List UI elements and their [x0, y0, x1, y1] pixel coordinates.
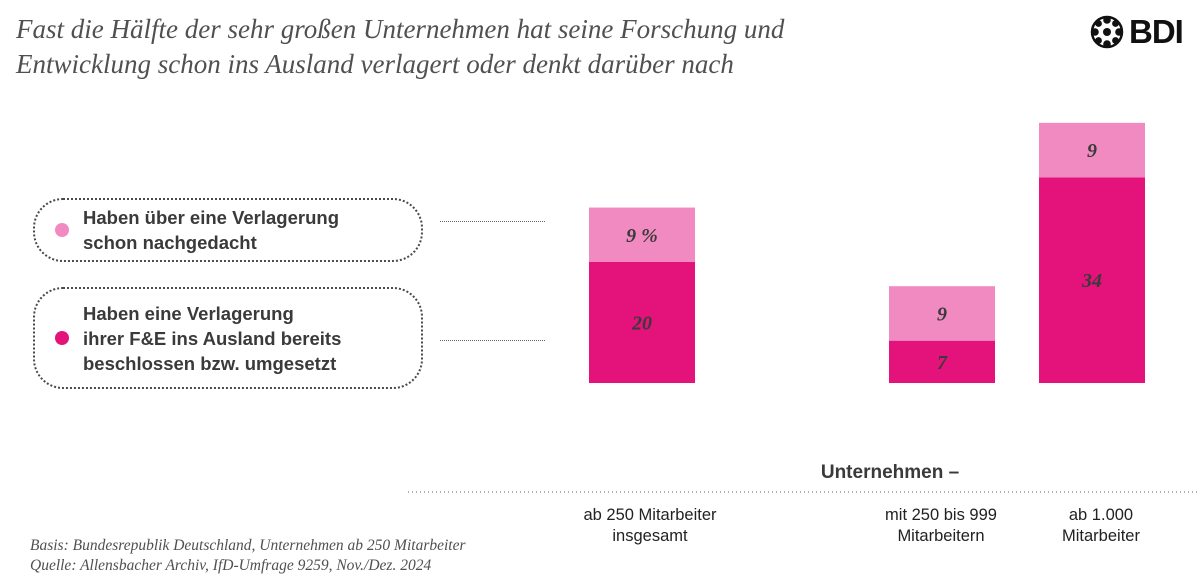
category-label-line: Mitarbeitern [897, 527, 985, 545]
bar-considered-250-999 [889, 286, 995, 341]
title-line-2: Entwicklung schon ins Ausland verlagert … [16, 49, 734, 79]
bar-decided-all [589, 262, 695, 383]
legend-item-considered: Haben über eine Verlagerung schon nachge… [33, 198, 423, 262]
data-label-considered-all: 9 % [626, 225, 658, 247]
legend-item-decided: Haben eine Verlagerung ihrer F&E ins Aus… [33, 287, 423, 389]
legend-swatch-decided [55, 331, 69, 345]
chart-title: Fast die Hälfte der sehr großen Unterneh… [16, 12, 1016, 82]
group-label: Unternehmen – [820, 462, 960, 483]
category-label-line: insgesamt [612, 527, 688, 545]
legend-line: Haben eine Verlagerung [83, 302, 294, 324]
legend-line: ihrer F&E ins Ausland bereits [83, 327, 342, 349]
bar-decided-1000 [1039, 177, 1145, 383]
category-label-1000: ab 1.000 Mitarbeiter [1031, 505, 1171, 547]
category-label-line: ab 1.000 [1068, 506, 1134, 524]
bdi-logo: BDI [1089, 12, 1184, 52]
category-label-line: Mitarbeiter [1062, 527, 1140, 545]
data-label-decided-all: 20 [631, 313, 652, 335]
legend-label-decided: Haben eine Verlagerung ihrer F&E ins Aus… [83, 301, 341, 376]
bar-decided-250-999 [889, 340, 995, 383]
data-label-considered-1000: 9 [1087, 140, 1097, 162]
bdi-emblem-icon [1090, 15, 1124, 49]
data-label-decided-1000: 34 [1081, 270, 1102, 292]
legend-line: Haben über eine Verlagerung [83, 207, 339, 228]
footer-basis: Basis: Bundesrepublik Deutschland, Unter… [30, 537, 466, 554]
data-label-decided-250-999: 7 [937, 352, 948, 374]
bdi-logo-text: BDI [1129, 13, 1184, 50]
category-label-line: ab 250 Mitarbeiter [583, 506, 717, 524]
category-label-line: mit 250 bis 999 [885, 506, 997, 524]
legend-line: schon nachgedacht [83, 232, 257, 253]
leader-line-decided [440, 340, 545, 341]
footer-note: Basis: Bundesrepublik Deutschland, Unter… [30, 536, 466, 576]
leader-line-considered [440, 221, 545, 222]
footer-source: Quelle: Allensbacher Archiv, IfD-Umfrage… [30, 557, 432, 574]
legend-swatch-considered [55, 223, 69, 237]
bar-considered-1000 [1039, 122, 1145, 178]
category-label-all: ab 250 Mitarbeiter insgesamt [560, 505, 740, 547]
title-line-1: Fast die Hälfte der sehr großen Unterneh… [16, 14, 785, 44]
legend-line: beschlossen bzw. umgesetzt [83, 352, 337, 374]
category-label-250-999: mit 250 bis 999 Mitarbeitern [861, 505, 1021, 547]
bar-considered-all [589, 207, 695, 262]
data-label-considered-250-999: 9 [937, 303, 947, 325]
legend-label-considered: Haben über eine Verlagerung schon nachge… [83, 205, 339, 255]
